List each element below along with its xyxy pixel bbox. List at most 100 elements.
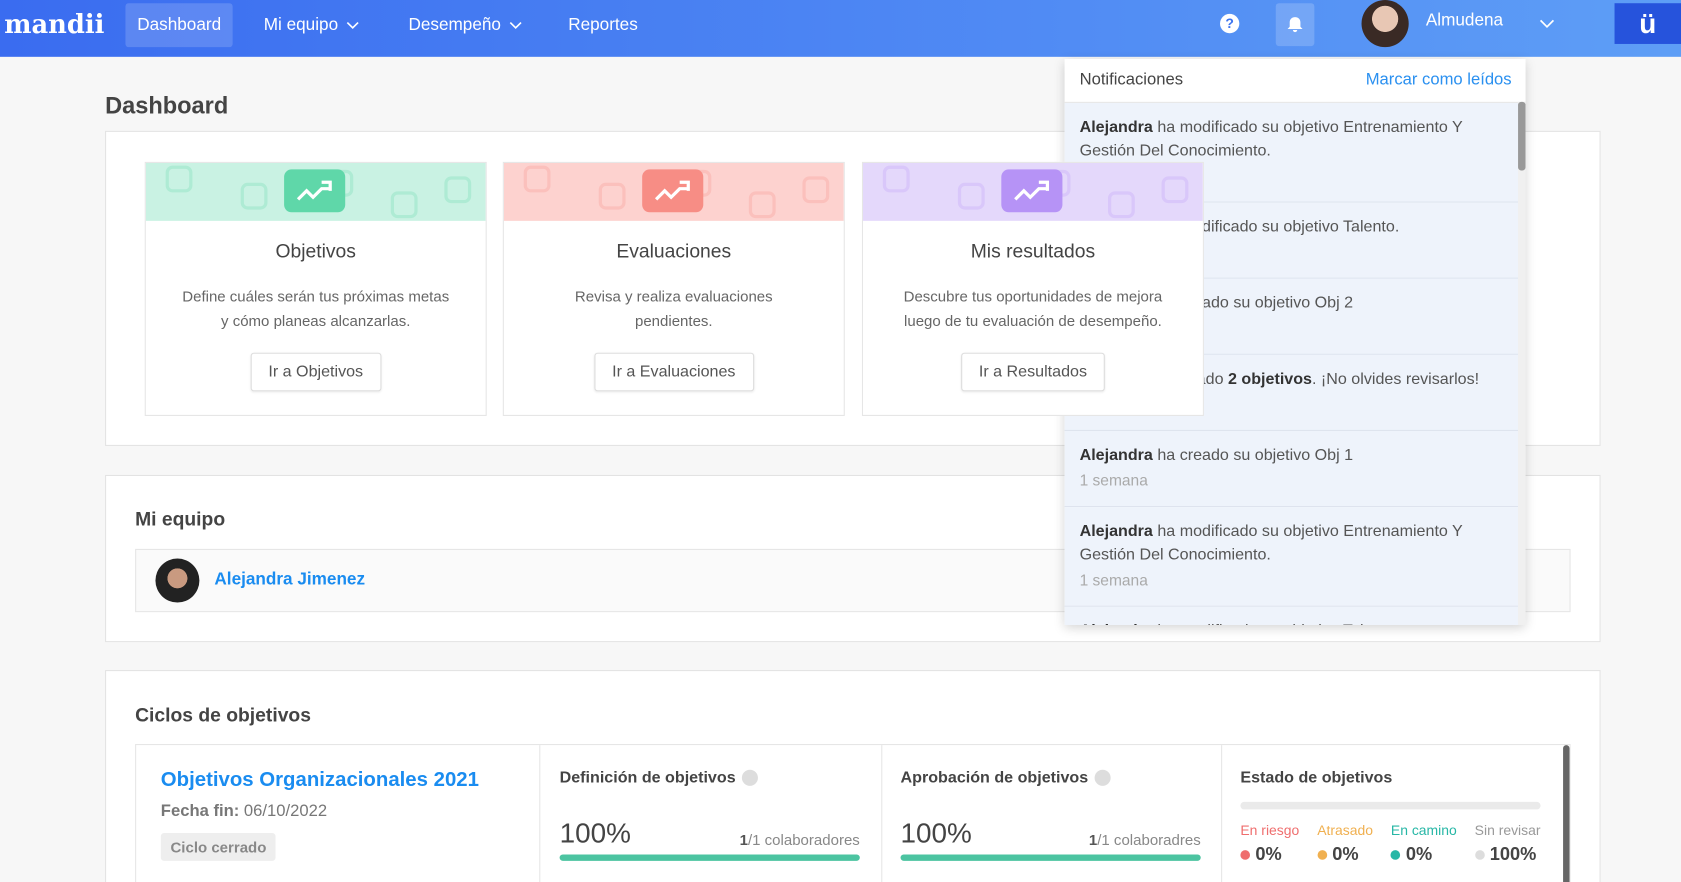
- end-label: Fecha fin:: [160, 801, 240, 821]
- legend-item: En riesgo 0%: [1240, 822, 1299, 865]
- percent: 100%: [900, 816, 972, 850]
- notification-part: Alejandra: [1079, 445, 1153, 465]
- notification-part: ha modificado su objetivo Talento.: [1157, 622, 1399, 625]
- legend-number: 0%: [1255, 843, 1282, 865]
- user-chevron[interactable]: [1539, 18, 1555, 29]
- notification-text: Alejandra ha modificado su objetivo Entr…: [1080, 116, 1503, 163]
- legend-item: Sin revisar 100%: [1474, 822, 1541, 865]
- card-button[interactable]: Ir a Resultados: [960, 352, 1106, 392]
- notification-time: 1 semana: [1079, 572, 1148, 590]
- notification-part: 2 objetivos: [1227, 369, 1312, 389]
- user-avatar[interactable]: [1361, 0, 1409, 48]
- legend-label: Sin revisar: [1474, 822, 1541, 839]
- card-banner: [863, 162, 1203, 221]
- notification-text: Alejandra ha modificado su objetivo Tale…: [1080, 620, 1503, 625]
- nav-label: Reportes: [568, 16, 638, 35]
- card-banner: [145, 162, 486, 221]
- progress-bar: [559, 854, 860, 861]
- legend-label: Atrasado: [1317, 822, 1373, 839]
- count-total: /1 colaboradres: [1097, 830, 1201, 849]
- cycle-summary: Objetivos Organizacionales 2021 Fecha fi…: [136, 745, 541, 882]
- notif-title: Notificaciones: [1079, 70, 1184, 89]
- legend-value: 100%: [1474, 844, 1541, 865]
- nav-label: Mi equipo: [263, 16, 339, 35]
- legend-number: 0%: [1405, 843, 1433, 865]
- count-number: 1: [1088, 830, 1098, 849]
- column-title: Definición de objetivos: [560, 769, 860, 787]
- legend-dot: [1317, 849, 1327, 860]
- percent: 100%: [559, 816, 631, 850]
- notification-part: ha creado su objetivo Obj 1: [1157, 445, 1354, 465]
- notification-part: Alejandra: [1079, 522, 1153, 541]
- column-stats: 100% 1/1 colaboradres: [901, 817, 1201, 850]
- shortcut-card: Mis resultados Descubre tus oportunidades…: [861, 161, 1204, 416]
- nav-item[interactable]: Dashboard: [125, 3, 233, 48]
- cycle-status: Ciclo cerrado: [160, 832, 277, 861]
- card-button[interactable]: Ir a Evaluaciones: [593, 352, 754, 392]
- logo[interactable]: mandii: [4, 8, 105, 40]
- progress-column: Aprobación de objetivos 100% 1/1 colaborad…: [900, 745, 1201, 861]
- nav-item[interactable]: Mi equipo: [252, 3, 371, 47]
- user-name[interactable]: Almudena: [1425, 11, 1504, 31]
- notification[interactable]: Alejandra ha modificado su objetivo Entr…: [1064, 507, 1519, 607]
- notification-part: ha creado su objetivo Obj 2: [1157, 293, 1354, 312]
- notification-part: Alejandra: [1079, 117, 1153, 137]
- notification-text: Alejandra ha modificado su objetivo Entr…: [1080, 520, 1503, 567]
- card-title: Evaluaciones: [616, 240, 732, 262]
- column-title: Aprobación de objetivos: [901, 769, 1201, 787]
- legend-value: 0%: [1240, 844, 1299, 865]
- notification-part: ha modificado su objetivo Entrenamiento …: [1079, 117, 1463, 160]
- chevron: [510, 21, 522, 29]
- card-title: Objetivos: [275, 240, 356, 262]
- nav-item[interactable]: Desempeño: [397, 3, 535, 47]
- cycle-box: Objetivos Organizacionales 2021 Fecha fi…: [135, 744, 1571, 882]
- legend-dot: [1474, 849, 1485, 860]
- legend-value: 0%: [1317, 844, 1373, 865]
- nav-label: Dashboard: [137, 16, 222, 35]
- notification-part: ha modificado su objetivo Entrenamiento …: [1079, 522, 1463, 564]
- notif-scrollbar[interactable]: [1518, 101, 1526, 171]
- notif-header: Notificaciones Marcar como leídos: [1064, 59, 1526, 103]
- notification[interactable]: Alejandra ha modificado su objetivo Tale…: [1064, 606, 1519, 626]
- progress-column: Definición de objetivos 100% 1/1 colaborad…: [559, 745, 860, 861]
- help-dot: [1094, 769, 1111, 786]
- bell-button[interactable]: [1275, 3, 1315, 47]
- column-title-text: Aprobación de objetivos: [900, 768, 1089, 787]
- app-badge[interactable]: ü: [1614, 3, 1681, 44]
- state-title: Estado de objetivos: [1240, 768, 1393, 787]
- page-title: Dashboard: [105, 92, 229, 119]
- count: 1/1 colaboradores: [740, 831, 860, 850]
- card-description: Define cuáles serán tus próximas metas y…: [182, 287, 450, 330]
- notification-part: ha modificado su objetivo Talento.: [1157, 217, 1400, 236]
- member-name[interactable]: Alejandra Jimenez: [214, 570, 366, 589]
- banner-art: [882, 165, 1189, 219]
- state-column: Estado de objetivos En riesgo 0% Atrasado 0…: [1240, 745, 1541, 865]
- cycle-name[interactable]: Objetivos Organizacionales 2021: [160, 768, 479, 792]
- card-description: Descubre tus oportunidades de mejora lue…: [903, 287, 1163, 330]
- legend-label: En riesgo: [1240, 822, 1300, 839]
- notification-part: Alejandra: [1080, 622, 1153, 625]
- banner-art: [165, 165, 472, 219]
- card-title: Mis resultados: [970, 240, 1096, 262]
- column-stats: 100% 1/1 colaboradores: [560, 817, 860, 850]
- count: 1/1 colaboradres: [1089, 831, 1201, 850]
- shortcut-card: Evaluaciones Revisa y realiza evaluacione…: [502, 161, 845, 416]
- cycles-title: Ciclos de objetivos: [135, 704, 311, 726]
- scrollbar[interactable]: [1563, 745, 1570, 882]
- legend-dot: [1240, 849, 1251, 860]
- state-bar: [1240, 801, 1541, 810]
- end-date: 06/10/2022: [243, 801, 328, 821]
- card-button[interactable]: Ir a Objetivos: [250, 352, 382, 392]
- help-dot: [742, 769, 759, 786]
- mark-read[interactable]: Marcar como leídos: [1365, 70, 1512, 89]
- notification[interactable]: Alejandra ha creado su objetivo Obj 1 1 s…: [1064, 430, 1519, 508]
- legend-number: 0%: [1332, 843, 1359, 865]
- count-number: 1: [739, 830, 748, 849]
- cycles-panel: Ciclos de objetivos Objetivos Organizaci…: [105, 670, 1601, 882]
- help-icon[interactable]: ?: [1220, 13, 1240, 34]
- chevron: [347, 21, 360, 29]
- shortcut-card: Objetivos Define cuáles serán tus próxima…: [144, 161, 487, 416]
- legend-value: 0%: [1390, 843, 1457, 865]
- nav-item[interactable]: Reportes: [556, 3, 649, 47]
